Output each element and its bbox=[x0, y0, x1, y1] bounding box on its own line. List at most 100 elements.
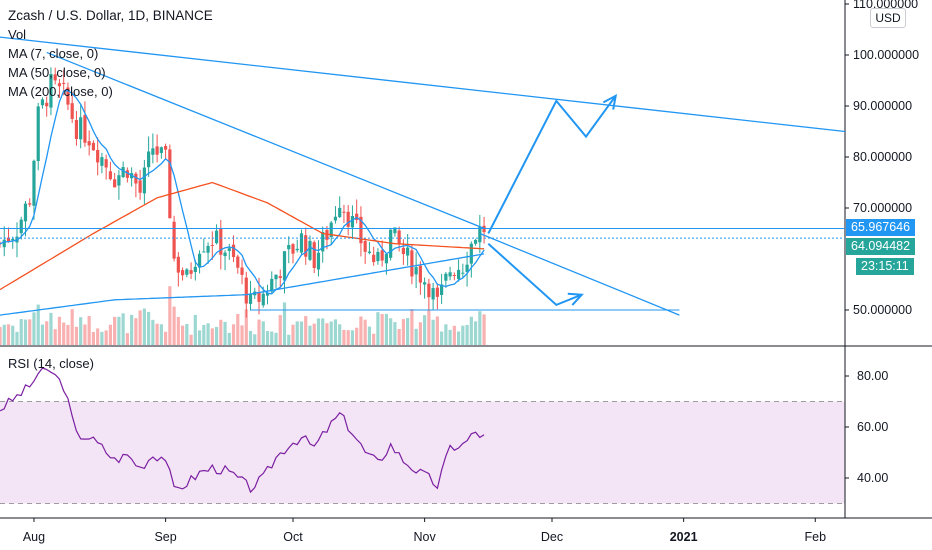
ma-price-tag: 64.094482 bbox=[846, 238, 916, 255]
volume-bar bbox=[121, 313, 125, 345]
candle-body bbox=[185, 269, 189, 275]
price-tick-label: 110.000000 bbox=[853, 0, 918, 11]
candle-body bbox=[104, 159, 108, 168]
candle-body bbox=[295, 248, 299, 251]
time-tick-label: Aug bbox=[23, 530, 45, 544]
forecast-path-1 bbox=[487, 95, 617, 234]
volume-bar bbox=[189, 334, 193, 345]
candle-body bbox=[206, 245, 210, 253]
volume-bar bbox=[461, 325, 465, 345]
indicator-ma50[interactable]: MA (50, close, 0) bbox=[8, 65, 106, 80]
candle-body bbox=[91, 142, 96, 151]
trendline-1 bbox=[0, 36, 846, 133]
last-price-tag: 65.967646 bbox=[846, 219, 916, 236]
volume-bar bbox=[376, 312, 380, 345]
rsi-tick-label: 40.00 bbox=[857, 471, 888, 485]
candle-body bbox=[231, 244, 236, 258]
time-tick-label: Feb bbox=[805, 530, 827, 544]
candle-body bbox=[134, 173, 138, 184]
volume-bar bbox=[159, 324, 163, 345]
candle-body bbox=[168, 149, 172, 219]
volume-bar bbox=[312, 323, 316, 345]
candle-body bbox=[96, 150, 100, 163]
volume-bar bbox=[113, 316, 117, 345]
candle-body bbox=[189, 270, 193, 274]
volume-bar bbox=[57, 316, 62, 345]
candle-body bbox=[100, 157, 104, 166]
volume-bar bbox=[227, 332, 231, 345]
volume-bar bbox=[342, 329, 346, 345]
candle-body bbox=[461, 272, 465, 274]
volume-bar bbox=[308, 325, 312, 345]
candle-body bbox=[350, 216, 355, 228]
volume-bar bbox=[427, 309, 431, 345]
candle-body bbox=[282, 251, 287, 281]
candle-body bbox=[155, 146, 159, 155]
volume-bar bbox=[219, 319, 223, 345]
volume-bar bbox=[465, 324, 469, 345]
candle-body bbox=[108, 171, 113, 180]
volume-bar bbox=[125, 333, 129, 345]
candle-body bbox=[346, 211, 350, 227]
candle-body bbox=[223, 252, 227, 257]
candle-body bbox=[359, 216, 363, 244]
time-tick-label: Oct bbox=[283, 530, 303, 544]
volume-bar bbox=[359, 316, 363, 345]
volume-bar bbox=[265, 331, 270, 345]
volume-bar bbox=[70, 309, 74, 345]
volume-bar bbox=[261, 321, 265, 345]
volume-bar bbox=[176, 316, 180, 345]
rsi-legend[interactable]: RSI (14, close) bbox=[8, 356, 94, 371]
candle-body bbox=[384, 254, 389, 264]
volume-bar bbox=[15, 331, 19, 345]
volume-bar bbox=[338, 324, 342, 345]
candle-body bbox=[236, 256, 240, 268]
candle-body bbox=[23, 203, 28, 222]
candle-body bbox=[380, 250, 384, 261]
rsi-tick-label: 80.00 bbox=[857, 369, 888, 383]
candle-body bbox=[261, 293, 265, 306]
volume-bar bbox=[321, 318, 325, 345]
volume-bar bbox=[248, 330, 253, 345]
volume-bar bbox=[36, 304, 40, 345]
indicator-vol[interactable]: Vol bbox=[8, 27, 27, 42]
candle-body bbox=[32, 160, 36, 206]
volume-bar bbox=[108, 324, 113, 345]
volume-bar bbox=[202, 324, 206, 345]
candle-body bbox=[333, 216, 338, 221]
volume-bar bbox=[410, 309, 414, 345]
currency-button[interactable]: USD bbox=[870, 8, 906, 28]
volume-bar bbox=[299, 321, 304, 345]
time-tick-label: Sep bbox=[154, 530, 176, 544]
volume-bar bbox=[384, 313, 389, 345]
volume-bar bbox=[440, 331, 444, 345]
volume-bar bbox=[155, 323, 159, 345]
indicator-ma7[interactable]: MA (7, close, 0) bbox=[8, 46, 99, 61]
volume-bar bbox=[40, 324, 45, 345]
candle-body bbox=[469, 243, 473, 264]
volume-bar bbox=[253, 334, 257, 345]
volume-bar bbox=[329, 321, 333, 345]
candle-body bbox=[329, 222, 333, 238]
time-tick-label: 2021 bbox=[670, 530, 698, 544]
volume-bar bbox=[423, 315, 427, 345]
candle-body bbox=[6, 237, 11, 242]
volume-bar bbox=[74, 326, 79, 345]
volume-bar bbox=[244, 309, 248, 345]
candle-body bbox=[274, 274, 278, 280]
candle-body bbox=[278, 276, 282, 278]
indicator-ma200[interactable]: MA (200, close, 0) bbox=[8, 84, 113, 99]
volume-bar bbox=[397, 329, 401, 345]
candle-body bbox=[40, 99, 45, 106]
candle-body bbox=[180, 270, 185, 276]
candle-body bbox=[176, 256, 180, 273]
volume-bar bbox=[180, 325, 185, 345]
candle-body bbox=[227, 248, 231, 251]
candle-body bbox=[367, 251, 372, 253]
trendline-3 bbox=[479, 232, 680, 316]
rsi-band bbox=[0, 401, 845, 504]
candle-body bbox=[304, 235, 308, 257]
volume-bar bbox=[79, 317, 83, 345]
volume-bar bbox=[193, 314, 197, 345]
